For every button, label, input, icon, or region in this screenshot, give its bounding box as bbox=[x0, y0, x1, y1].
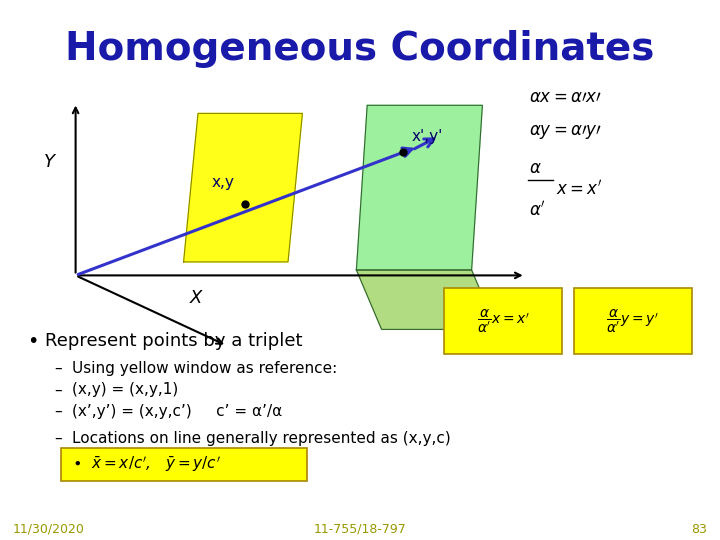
Text: X: X bbox=[189, 289, 202, 307]
Text: x',y': x',y' bbox=[412, 129, 444, 144]
Text: 83: 83 bbox=[691, 523, 707, 536]
FancyBboxPatch shape bbox=[61, 448, 307, 481]
Polygon shape bbox=[356, 270, 497, 329]
Text: –: – bbox=[54, 404, 62, 419]
Text: –: – bbox=[54, 431, 62, 446]
Polygon shape bbox=[356, 105, 482, 270]
Polygon shape bbox=[184, 113, 302, 262]
Text: $\alpha '$: $\alpha '$ bbox=[529, 201, 546, 220]
Text: Y: Y bbox=[43, 153, 55, 171]
Text: $\bullet$  $\bar{x}=x/c'$,   $\bar{y}=y/c'$: $\bullet$ $\bar{x}=x/c'$, $\bar{y}=y/c'$ bbox=[72, 455, 221, 474]
Text: •: • bbox=[27, 332, 39, 351]
Text: Locations on line generally represented as (x,y,c): Locations on line generally represented … bbox=[72, 431, 451, 446]
Text: Homogeneous Coordinates: Homogeneous Coordinates bbox=[66, 30, 654, 68]
Text: –: – bbox=[54, 382, 62, 397]
Text: $\alpha x = \alpha\prime x\prime$: $\alpha x = \alpha\prime x\prime$ bbox=[529, 88, 602, 106]
Text: Using yellow window as reference:: Using yellow window as reference: bbox=[72, 361, 337, 376]
Text: (x’,y’) = (x,y,c’)     c’ = α’/α: (x’,y’) = (x,y,c’) c’ = α’/α bbox=[72, 404, 282, 419]
Text: x,y: x,y bbox=[211, 175, 234, 190]
FancyBboxPatch shape bbox=[444, 288, 562, 354]
Text: –: – bbox=[54, 361, 62, 376]
Text: $x = x'$: $x = x'$ bbox=[556, 179, 602, 199]
Text: $\dfrac{\alpha}{\alpha^{\prime}} x = x^{\prime}$: $\dfrac{\alpha}{\alpha^{\prime}} x = x^{… bbox=[477, 307, 530, 335]
Text: 11/30/2020: 11/30/2020 bbox=[13, 523, 85, 536]
Text: 11-755/18-797: 11-755/18-797 bbox=[314, 523, 406, 536]
Text: Represent points by a triplet: Represent points by a triplet bbox=[45, 332, 302, 350]
Text: (x,y) = (x,y,1): (x,y) = (x,y,1) bbox=[72, 382, 179, 397]
Text: $\alpha y = \alpha\prime y\prime$: $\alpha y = \alpha\prime y\prime$ bbox=[529, 123, 602, 141]
FancyBboxPatch shape bbox=[574, 288, 692, 354]
Text: $\alpha$: $\alpha$ bbox=[529, 159, 542, 177]
Text: $\dfrac{\alpha}{\alpha^{\prime}} y = y^{\prime}$: $\dfrac{\alpha}{\alpha^{\prime}} y = y^{… bbox=[606, 307, 660, 335]
